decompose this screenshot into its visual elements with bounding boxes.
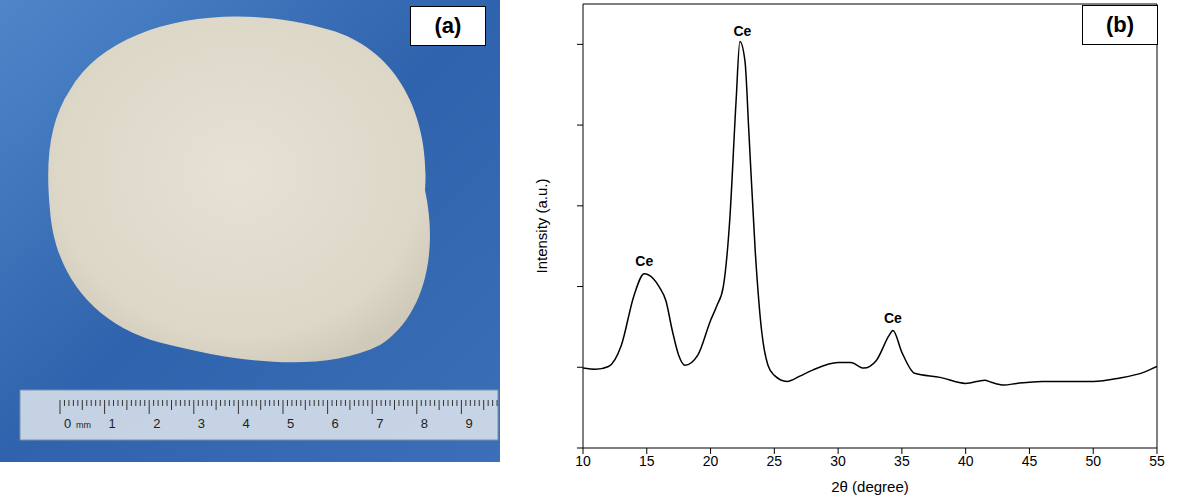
svg-text:3: 3 bbox=[198, 416, 205, 431]
svg-text:55: 55 bbox=[1149, 453, 1165, 469]
svg-text:40: 40 bbox=[958, 453, 974, 469]
svg-text:4: 4 bbox=[242, 416, 249, 431]
svg-text:1: 1 bbox=[109, 416, 116, 431]
html-text:(a): (a) bbox=[434, 13, 462, 38]
svg-text:30: 30 bbox=[830, 453, 846, 469]
svg-text:50: 50 bbox=[1085, 453, 1101, 469]
svg-text:mm: mm bbox=[76, 420, 91, 430]
svg-text:7: 7 bbox=[376, 416, 383, 431]
html-text:(b): (b) bbox=[1106, 12, 1134, 37]
svg-text:2: 2 bbox=[153, 416, 160, 431]
svg-text:25: 25 bbox=[767, 453, 783, 469]
svg-text:6: 6 bbox=[332, 416, 339, 431]
svg-text:10: 10 bbox=[575, 453, 591, 469]
svg-text:9: 9 bbox=[465, 416, 472, 431]
svg-text:Ce: Ce bbox=[635, 253, 653, 269]
svg-text:Ce: Ce bbox=[884, 310, 902, 326]
svg-text:35: 35 bbox=[894, 453, 910, 469]
svg-text:20: 20 bbox=[703, 453, 719, 469]
svg-text:0: 0 bbox=[64, 416, 71, 431]
svg-text:2θ (degree): 2θ (degree) bbox=[831, 478, 909, 495]
svg-text:5: 5 bbox=[287, 416, 294, 431]
svg-text:15: 15 bbox=[639, 453, 655, 469]
svg-text:8: 8 bbox=[421, 416, 428, 431]
svg-text:Ce: Ce bbox=[733, 23, 751, 39]
svg-text:Intensity (a.u.): Intensity (a.u.) bbox=[533, 178, 550, 273]
svg-text:45: 45 bbox=[1022, 453, 1038, 469]
